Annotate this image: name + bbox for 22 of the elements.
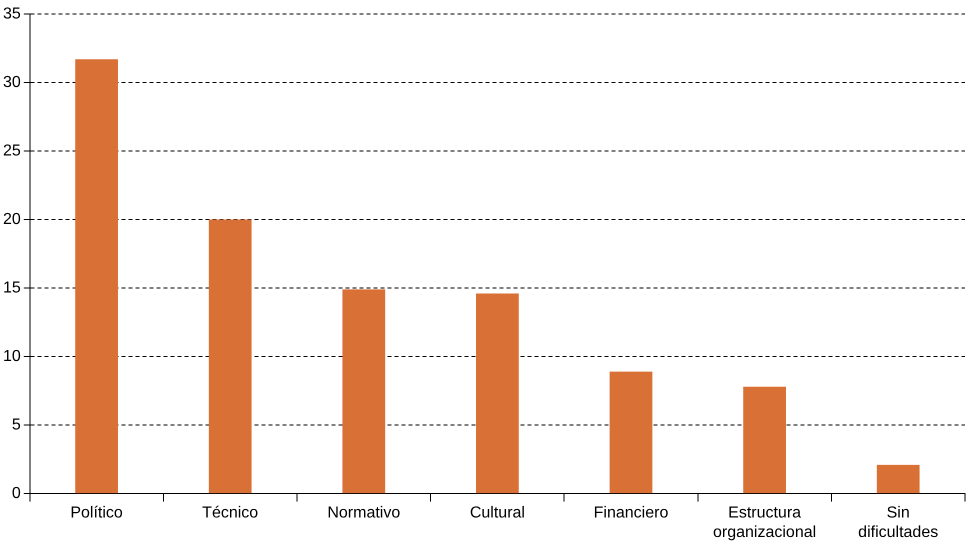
bar: [208, 220, 252, 494]
bar: [342, 289, 386, 494]
x-tick-label: Político: [70, 504, 123, 522]
y-tick-label: 5: [12, 416, 21, 434]
y-tick-label: 25: [3, 142, 21, 160]
x-tick-label: Estructura organizacional: [713, 504, 816, 541]
bar: [476, 294, 519, 494]
bar: [876, 464, 920, 494]
y-tick-label: 10: [3, 348, 21, 365]
x-tick-label: Normativo: [327, 504, 400, 522]
x-tick-label: Técnico: [202, 504, 258, 522]
x-tick-label: Financiero: [594, 504, 668, 522]
x-tick-label: Cultural: [470, 504, 525, 522]
y-tick-label: 0: [12, 485, 21, 502]
y-tick-label: 35: [3, 5, 21, 22]
bar: [75, 59, 118, 494]
bar: [610, 372, 652, 494]
y-tick-label: 20: [3, 210, 21, 228]
x-tick-label: Sin dificultades: [858, 504, 938, 541]
y-tick-label: 30: [3, 74, 21, 91]
y-tick-label: 15: [3, 279, 21, 296]
bar: [743, 386, 786, 494]
